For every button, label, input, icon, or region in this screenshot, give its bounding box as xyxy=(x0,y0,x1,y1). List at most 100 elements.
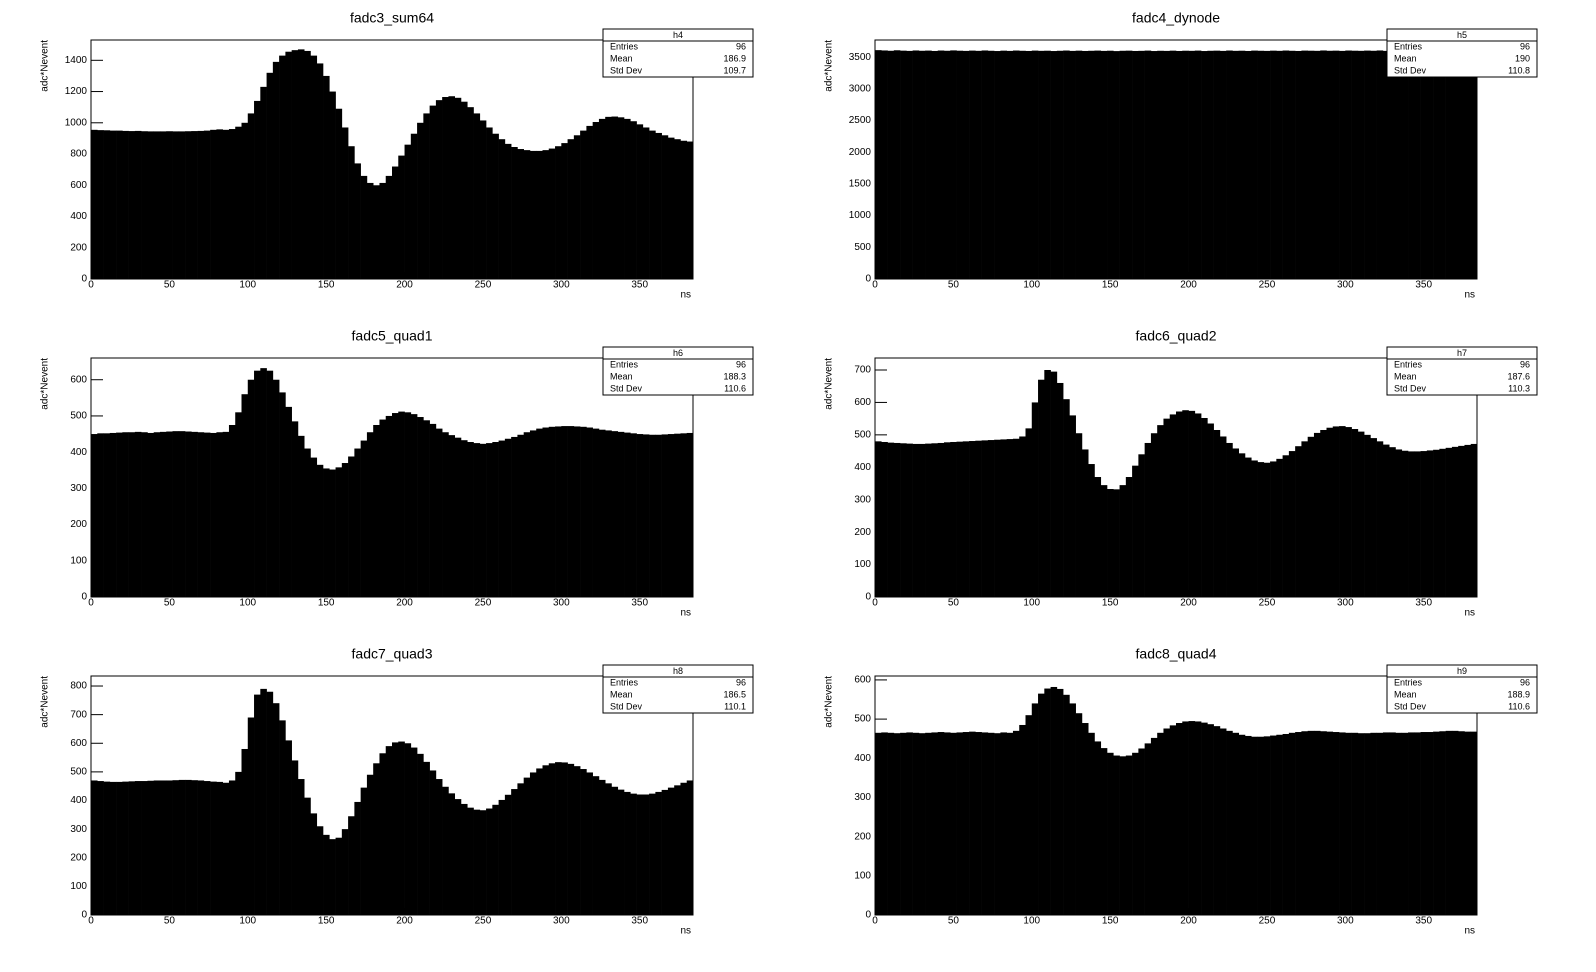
bar xyxy=(1464,731,1472,915)
bar xyxy=(580,769,587,915)
bar xyxy=(1439,50,1446,279)
bar xyxy=(404,412,412,597)
stats-value: 190 xyxy=(1515,53,1530,63)
y-tick-label: 100 xyxy=(854,870,871,881)
bar xyxy=(1470,443,1478,597)
bar xyxy=(1439,448,1446,597)
bar xyxy=(523,150,531,279)
bar xyxy=(1339,732,1346,915)
bar xyxy=(1301,441,1308,597)
bar xyxy=(1420,50,1428,280)
bar xyxy=(1357,431,1365,597)
bar xyxy=(1000,439,1007,597)
bar xyxy=(417,753,424,915)
bar xyxy=(172,780,180,915)
bar xyxy=(178,431,186,597)
bar xyxy=(1019,436,1026,597)
bar xyxy=(1113,51,1120,280)
bar xyxy=(1382,50,1390,280)
bar xyxy=(486,127,493,279)
bar xyxy=(241,122,249,279)
y-axis-label: adc*Nevent xyxy=(824,40,835,92)
bar xyxy=(1270,50,1277,280)
bar xyxy=(1132,50,1139,279)
bar xyxy=(542,427,550,597)
bar xyxy=(147,780,155,915)
bar xyxy=(1288,732,1296,915)
bar xyxy=(122,432,129,597)
bar xyxy=(323,75,330,280)
bar xyxy=(429,105,437,279)
bar xyxy=(1238,453,1246,597)
bar xyxy=(178,131,186,279)
bar xyxy=(1426,50,1434,280)
bar xyxy=(969,731,976,915)
bar xyxy=(555,146,562,279)
bar xyxy=(392,742,399,915)
bar xyxy=(147,131,155,279)
bar xyxy=(153,780,161,915)
bar xyxy=(141,131,148,279)
bar xyxy=(1257,736,1265,915)
bar xyxy=(1119,756,1127,915)
y-tick-label: 200 xyxy=(854,831,871,842)
x-tick-label: 150 xyxy=(318,280,335,291)
stats-value: 188.3 xyxy=(723,371,746,381)
bar xyxy=(511,147,518,279)
bar xyxy=(460,101,468,280)
stats-title: h9 xyxy=(1457,666,1467,676)
bar xyxy=(893,442,901,597)
bar xyxy=(1395,732,1403,915)
bar xyxy=(906,443,913,597)
bar xyxy=(341,829,349,915)
bar xyxy=(1232,50,1240,280)
bar xyxy=(373,185,380,279)
bar xyxy=(1226,50,1233,280)
bar xyxy=(134,130,142,279)
bar xyxy=(1201,722,1208,915)
panel: fadc6_quad2 0 100 200 300 400 500 600 700 0 50 100 1… xyxy=(824,328,1538,619)
bar xyxy=(1138,50,1145,280)
bar xyxy=(297,49,305,280)
bar xyxy=(1056,382,1064,597)
bar xyxy=(134,781,142,915)
bar xyxy=(316,63,324,280)
bar xyxy=(598,118,606,279)
bar xyxy=(686,780,694,915)
bar xyxy=(97,130,104,279)
stats-value: 96 xyxy=(1520,677,1530,687)
bar xyxy=(385,415,393,597)
bar xyxy=(1069,703,1076,915)
bar xyxy=(360,440,368,597)
bar xyxy=(1276,458,1283,597)
frame xyxy=(90,675,694,916)
y-tick-label: 300 xyxy=(70,483,87,494)
y-tick-label: 800 xyxy=(70,149,87,160)
bar xyxy=(1276,50,1283,280)
bar xyxy=(962,732,970,915)
bar xyxy=(1075,433,1083,597)
bar xyxy=(1238,734,1246,915)
y-tick-label: 800 xyxy=(70,681,87,692)
bar xyxy=(410,747,418,915)
bar xyxy=(956,732,964,915)
bar xyxy=(1219,728,1227,915)
bar xyxy=(479,120,487,279)
bar xyxy=(159,131,167,279)
bar xyxy=(1025,428,1033,597)
bar xyxy=(1332,732,1340,915)
bar xyxy=(1000,732,1007,915)
bar xyxy=(1031,703,1039,915)
x-axis-label: ns xyxy=(1464,608,1475,619)
bar xyxy=(1307,436,1315,597)
stats-box xyxy=(1386,346,1538,396)
bar xyxy=(655,791,662,915)
bar xyxy=(1332,50,1340,280)
y-axis-label: adc*Nevent xyxy=(824,676,835,728)
stats-label: Entries xyxy=(1394,359,1423,369)
bar xyxy=(279,55,286,280)
bar xyxy=(661,135,669,279)
bar xyxy=(159,431,167,597)
bar xyxy=(1470,50,1478,279)
y-tick-label: 300 xyxy=(70,824,87,835)
